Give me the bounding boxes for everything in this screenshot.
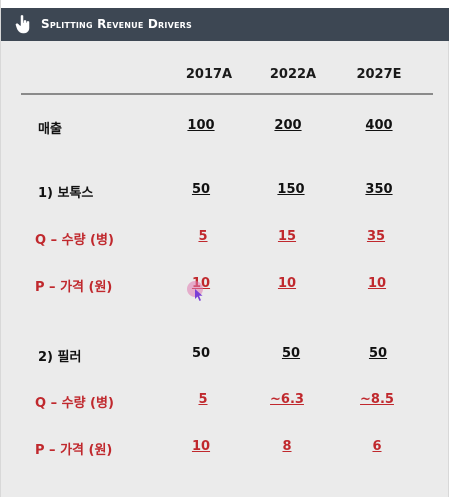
cell-filler-price-2017a: 10 [191, 439, 211, 454]
cell-revenue-2027e: 400 [365, 118, 393, 133]
row-label-botox: 1) 보톡스 [38, 186, 94, 201]
cell-botox-price-2022a: 10 [277, 276, 297, 291]
cell-revenue-2017a: 100 [187, 118, 215, 133]
cell-filler-quantity-2022a: ~6.3 [270, 392, 304, 407]
pointer-hand-icon [15, 15, 30, 34]
column-header-2027e: 2027E [356, 67, 402, 82]
cell-filler-price-2022a: 8 [282, 439, 292, 454]
cell-revenue-2022a: 200 [274, 118, 302, 133]
column-header-2022a: 2022A [269, 67, 317, 82]
cell-botox-2017a: 50 [191, 182, 211, 197]
header-divider [21, 93, 433, 95]
cell-botox-2027e: 350 [365, 182, 393, 197]
cell-filler-quantity-2017a: 5 [198, 392, 208, 407]
row-label-botox-price: P – 가격 (원) [35, 280, 113, 295]
slide-header: Splitting Revenue Drivers [1, 8, 449, 41]
cell-botox-quantity-2027e: 35 [366, 229, 386, 244]
row-label-filler: 2) 필러 [38, 350, 82, 365]
cell-filler-2027e: 50 [368, 346, 388, 361]
top-strip [1, 0, 449, 8]
cell-filler-price-2027e: 6 [372, 439, 382, 454]
header-title: Splitting Revenue Drivers [41, 17, 192, 31]
row-label-revenue: 매출 [38, 122, 62, 137]
column-header-2017a: 2017A [185, 67, 233, 82]
cell-botox-quantity-2017a: 5 [198, 229, 208, 244]
row-label-filler-price: P – 가격 (원) [35, 443, 113, 458]
cell-botox-price-2027e: 10 [367, 276, 387, 291]
cell-filler-quantity-2027e: ~8.5 [360, 392, 394, 407]
cell-botox-quantity-2022a: 15 [277, 229, 297, 244]
cell-filler-2022a: 50 [281, 346, 301, 361]
presenter-cursor-icon [187, 281, 203, 301]
row-label-filler-quantity: Q – 수량 (병) [35, 396, 114, 411]
row-label-botox-quantity: Q – 수량 (병) [35, 233, 114, 248]
cell-filler-2017a: 50 [191, 346, 211, 361]
cell-botox-2022a: 150 [277, 182, 305, 197]
